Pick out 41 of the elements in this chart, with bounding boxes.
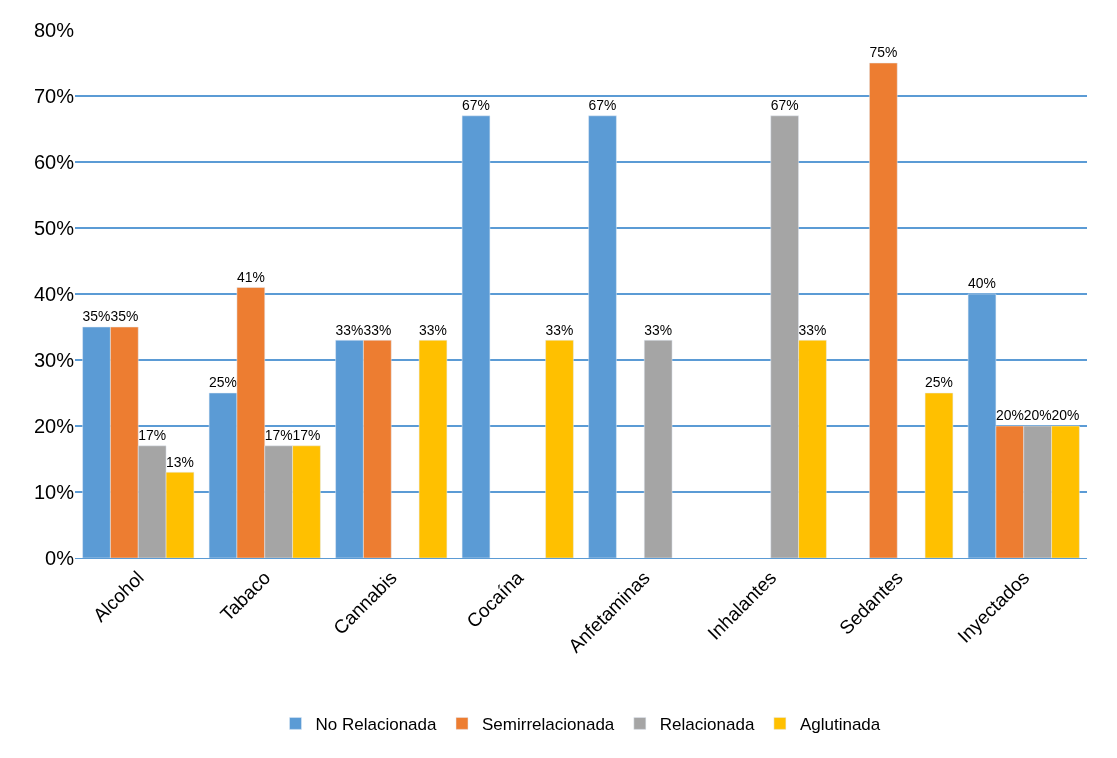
data-label: 33% — [363, 321, 392, 338]
y-tick-label: 60% — [33, 151, 75, 173]
y-tick-label: 30% — [33, 349, 75, 371]
data-label: 67% — [770, 97, 799, 114]
y-tick-label: 80% — [33, 19, 75, 41]
data-label: 41% — [236, 268, 265, 285]
data-label: 17% — [138, 427, 167, 444]
data-label: 20% — [1023, 407, 1052, 424]
bar — [869, 62, 898, 558]
legend-label: Semirrelacionada — [482, 715, 615, 735]
data-label: 67% — [588, 97, 617, 114]
bar — [924, 392, 954, 558]
data-label: 25% — [209, 374, 237, 391]
data-label: 20% — [1051, 407, 1080, 424]
data-label: 33% — [644, 321, 673, 338]
data-label: 17% — [264, 427, 293, 444]
data-label: 35% — [110, 308, 139, 325]
legend-label: No Relacionada — [315, 715, 438, 735]
data-label: 13% — [166, 453, 194, 470]
bar — [644, 339, 673, 558]
data-label: 33% — [419, 321, 447, 338]
data-label: 33% — [545, 321, 574, 338]
data-label: 40% — [968, 275, 996, 292]
data-label: 17% — [292, 427, 321, 444]
y-tick-label: 20% — [33, 415, 75, 437]
data-label: 25% — [925, 374, 953, 391]
bar — [418, 339, 448, 558]
y-tick-label: 50% — [33, 217, 75, 239]
data-label: 20% — [995, 407, 1024, 424]
y-tick-label: 0% — [45, 547, 75, 569]
data-label: 35% — [82, 308, 111, 325]
legend-label: Aglutinada — [799, 715, 881, 735]
data-label: 33% — [798, 321, 827, 338]
y-tick-label: 70% — [33, 85, 75, 107]
y-tick-label: 40% — [33, 283, 75, 305]
legend-label: Relacionada — [659, 715, 755, 735]
data-label: 75% — [869, 44, 898, 61]
data-label: 67% — [462, 97, 490, 114]
y-tick-label: 10% — [33, 481, 75, 503]
bar — [545, 339, 574, 558]
data-label: 33% — [335, 321, 364, 338]
